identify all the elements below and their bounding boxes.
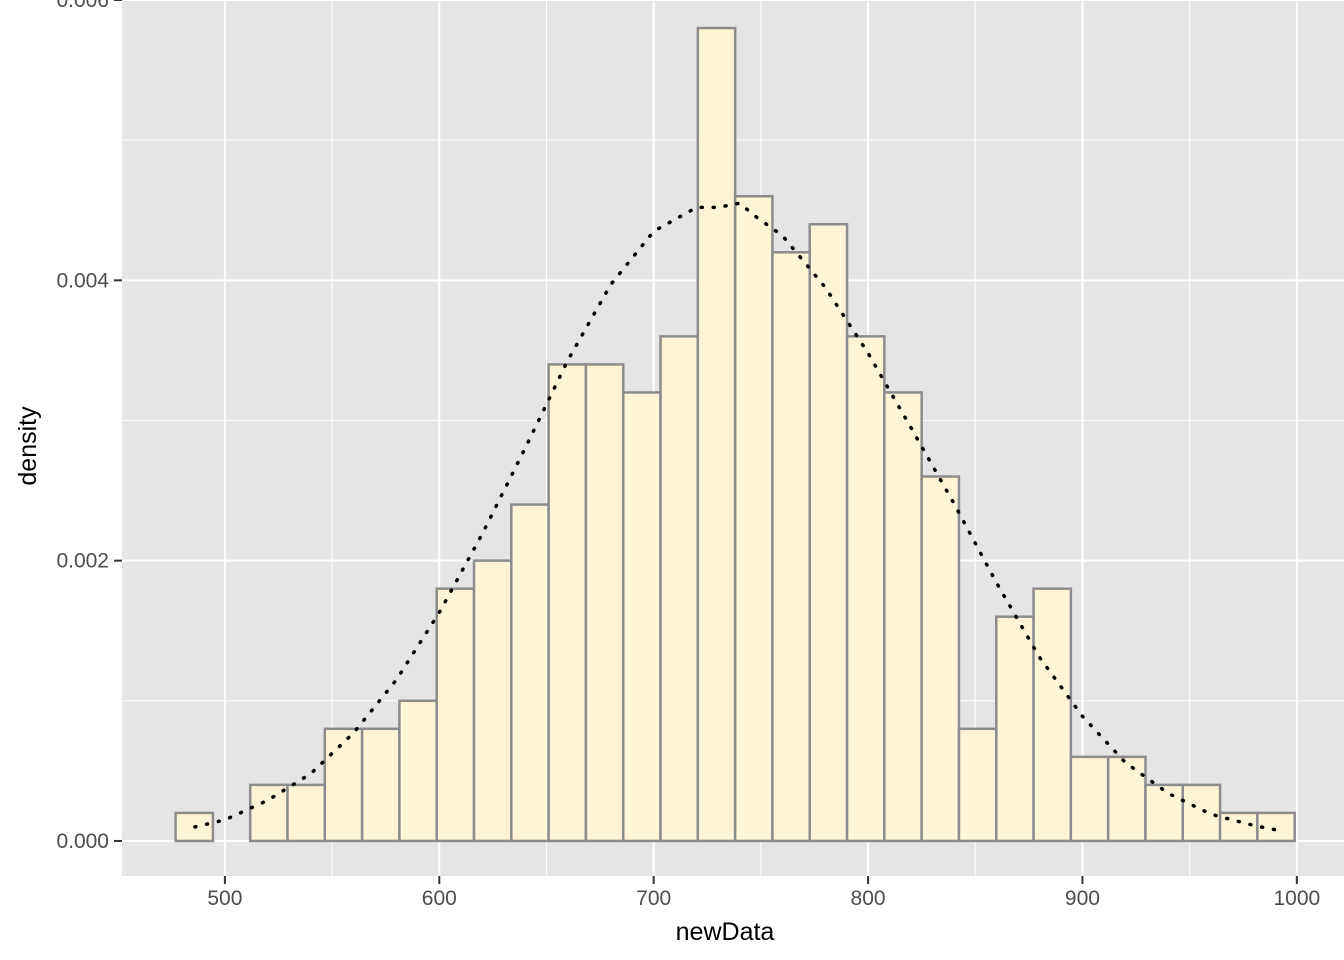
x-axis-title: newData (676, 918, 775, 946)
histogram-bar-22 (957, 727, 998, 843)
histogram-bar-8 (435, 587, 476, 843)
histogram-bar-25 (1069, 755, 1110, 843)
y-axis-title: density (14, 406, 42, 486)
histogram-bar-16 (733, 194, 774, 843)
histogram-bar-19 (845, 335, 886, 843)
histogram-bar-12 (584, 363, 625, 843)
y-axis: 0.000 0.002 0.004 0.006 (56, 0, 122, 853)
y-tick-label: 0.006 (56, 0, 109, 12)
histogram-bar-26 (1106, 755, 1147, 843)
histogram-bar-14 (659, 335, 700, 843)
histogram-bar-6 (360, 727, 401, 843)
histogram-bar-3 (248, 783, 289, 843)
histogram-bar-9 (472, 559, 513, 843)
histogram-bar-7 (398, 699, 438, 843)
x-axis: 500 600 700 800 900 1000 (207, 876, 1320, 910)
histogram-bar-4 (286, 783, 327, 843)
histogram-bar-17 (771, 251, 812, 843)
y-tick-label: 0.002 (56, 550, 109, 573)
histogram-bar-24 (1032, 587, 1073, 843)
histogram-bar-11 (547, 363, 588, 843)
histogram-bar-13 (621, 391, 662, 843)
histogram-bar-5 (323, 727, 364, 843)
histogram-bar-15 (696, 26, 737, 843)
histogram-bar-23 (995, 615, 1035, 843)
histogram-bar-27 (1144, 783, 1185, 843)
histogram-bar-18 (808, 223, 849, 843)
histogram-bars (174, 26, 1296, 843)
x-tick-label: 700 (636, 887, 671, 910)
x-tick-label: 900 (1065, 887, 1100, 910)
y-tick-label: 0.004 (56, 269, 109, 292)
histogram-bar-10 (510, 503, 550, 843)
histogram-bar-20 (883, 391, 923, 843)
x-tick-label: 600 (422, 887, 457, 910)
y-tick-label: 0.000 (56, 830, 109, 853)
density-curve (193, 201, 1278, 832)
x-tick-label: 800 (851, 887, 886, 910)
histogram-bar-28 (1181, 783, 1222, 843)
x-tick-label: 500 (207, 887, 242, 910)
histogram-bar-21 (920, 475, 961, 843)
density-curve-line (193, 201, 1278, 832)
x-tick-label: 1000 (1273, 887, 1320, 910)
